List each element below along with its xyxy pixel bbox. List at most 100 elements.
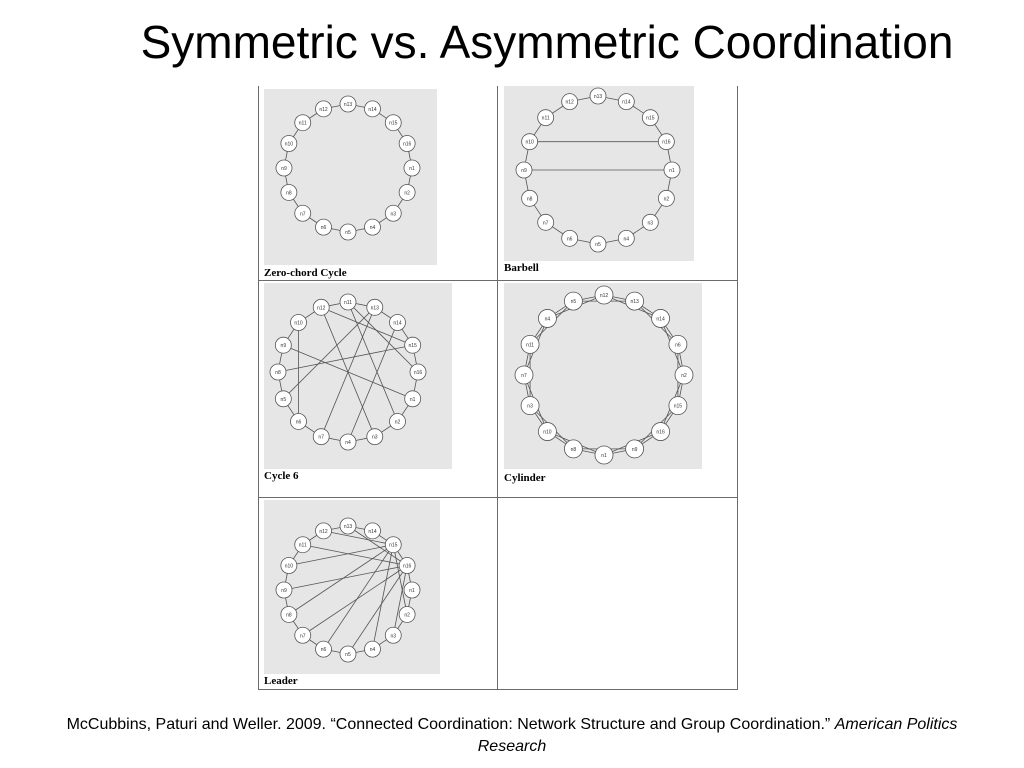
leader-node: n7 [294,626,312,644]
zero-chord-node-circle [315,218,332,236]
barbell-node-circle [561,93,579,111]
barbell-node-label: n9 [521,168,527,174]
cycle-6-node: n8 [269,363,287,381]
leader-node: n6 [315,640,332,658]
cylinder-node-label: n3 [527,404,533,410]
cylinder-node: n4 [538,309,557,328]
cycle-6-node-circle [389,314,406,331]
barbell-node: n2 [657,189,675,207]
cycle-6-node: n1 [404,390,422,408]
zero-chord-node: n13 [339,95,357,113]
cylinder-node-label: n16 [656,430,665,436]
leader-node-label: n8 [286,612,292,618]
barbell-node: n7 [537,213,555,231]
cycle-6-caption: Cycle 6 [264,470,299,482]
cycle-6-node-label: n2 [395,419,401,425]
cycle-6-node-label: n8 [275,370,281,376]
zero-chord-node-label: n4 [370,225,376,231]
barbell-node: n15 [641,109,659,127]
leader-node: n15 [384,536,402,554]
zero-chord-node-circle [339,223,357,241]
leader-node: n4 [364,640,381,658]
zero-chord-node-label: n14 [368,107,377,113]
cylinder-node-label: n7 [521,373,527,379]
barbell-node-circle [537,213,555,231]
cylinder-node-circle [520,396,540,416]
barbell-node-circle [617,93,635,111]
leader-node-circle [315,640,332,658]
leader-panel: n13 n14 n15 n16 n1 n2 n3 n4 n5 n6 n7 n8 n9 n10 n11 n12 [264,500,440,674]
barbell-node-label: n14 [622,100,631,106]
barbell-node: n5 [589,235,607,253]
leader-node: n8 [280,606,298,623]
barbell-node-label: n6 [567,236,573,242]
cylinder-node-label: n10 [543,430,552,436]
cylinder-node-circle [514,365,534,385]
cylinder-node-label: n2 [681,373,687,379]
zero-chord-node-circle [315,100,332,118]
zero-chord-node: n11 [294,114,312,132]
leader-node: n16 [398,557,416,574]
zero-chord-node-label: n1 [409,166,415,172]
cylinder-node-label: n5 [571,299,577,305]
cylinder-node-label: n15 [674,404,683,410]
barbell-node-circle [657,189,675,207]
slide-title: Symmetric vs. Asymmetric Coordination [140,16,954,68]
leader-chord-edge [347,565,408,655]
zero-chord-node-label: n3 [390,211,396,217]
barbell-node-circle [561,229,579,247]
leader-node-circle [384,626,402,644]
cylinder-panel: n12 n13 n14 n6 n2 n15 n16 n9 n1 n8 n10 n3 n7 n11 n4 n5 [504,283,702,469]
cylinder-node: n5 [563,291,583,311]
cycle-6-node-label: n12 [317,305,326,311]
zero-chord-node-label: n5 [345,230,351,236]
cycle-6-node-label: n5 [281,397,287,403]
zero-chord-node: n6 [315,218,332,236]
barbell-node: n16 [657,133,675,151]
leader-node: n12 [315,522,332,540]
barbell-node: n4 [617,229,635,247]
cylinder-node-label: n11 [526,342,534,348]
cylinder-node: n14 [651,309,670,328]
zero-chord-node: n1 [403,159,421,177]
leader-node-label: n16 [403,564,412,570]
cycle-6-node-label: n1 [410,397,416,403]
zero-chord-node-circle [398,135,416,152]
cylinder-node: n2 [674,365,694,385]
cycle-6-node: n2 [389,413,406,430]
zero-chord-node: n2 [398,184,416,201]
leader-node: n9 [275,581,293,599]
zero-chord-cycle-panel: n13 n14 n15 n16 n1 n2 n3 n4 n5 n6 n7 n8 n9 n10 n11 n12 [264,89,437,265]
zero-chord-node: n7 [294,204,312,222]
cycle-6-node-label: n3 [372,435,378,441]
cylinder-node-circle [594,445,614,465]
zero-chord-node: n9 [275,159,293,177]
leader-chord-edge [392,544,408,615]
cycle-6-chord-edge [277,344,413,373]
cylinder-node-circle [563,291,583,311]
barbell-node-label: n8 [527,196,533,202]
leader-node-label: n12 [319,529,328,535]
cylinder-node-circle [625,439,645,459]
cycle-6-chord-edge [320,307,376,437]
barbell-node-label: n7 [543,220,549,226]
cylinder-node: n11 [520,334,540,354]
zero-chord-node-label: n16 [403,142,412,148]
cycle-6-node-label: n10 [294,321,303,327]
cylinder-node-label: n9 [632,447,638,453]
cycle-6-node: n6 [290,413,307,430]
cycle-6-node-circle [339,293,357,311]
cycle-6-graph: n11 n13 n14 n15 n16 n1 n2 n3 n4 n7 n6 n5 n8 n9 n10 n12 [269,293,427,451]
zero-chord-node-circle [403,159,421,177]
barbell-node-label: n13 [594,94,603,100]
barbell-node-label: n4 [624,236,630,242]
cylinder-node-label: n6 [675,342,681,348]
zero-chord-node: n5 [339,223,357,241]
cylinder-node-circle [668,396,688,416]
barbell-node-label: n11 [542,116,550,122]
zero-chord-node-label: n8 [286,190,292,196]
cycle-6-node: n9 [274,336,292,354]
zero-chord-node-circle [294,204,312,222]
barbell-caption: Barbell [504,262,539,274]
cycle-6-node-label: n11 [344,300,352,306]
